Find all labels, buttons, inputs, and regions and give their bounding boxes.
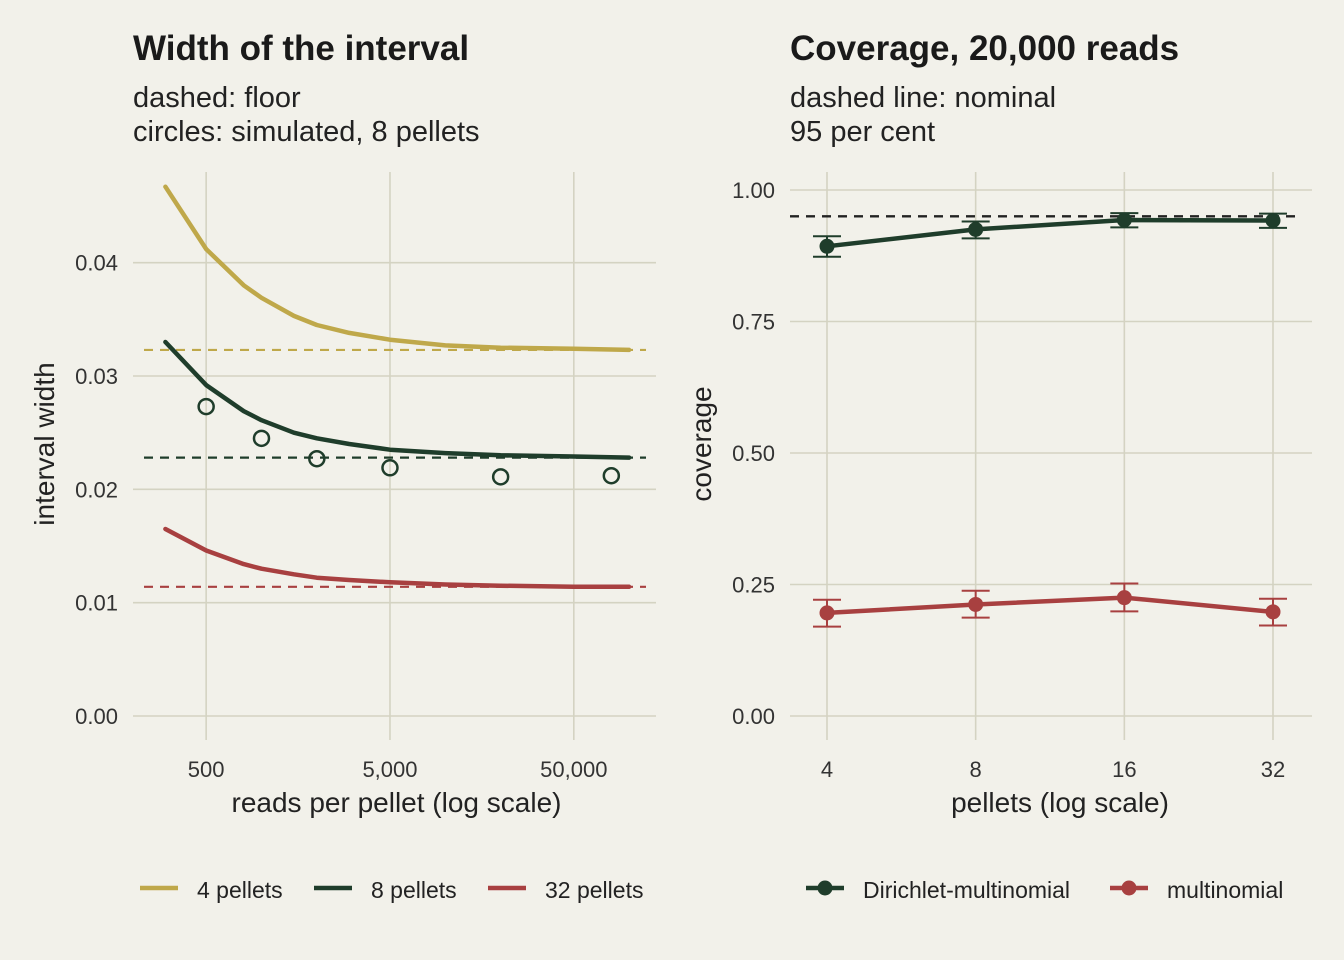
legend-item: 4 pellets [140, 877, 283, 903]
legend-item: Dirichlet-multinomial [806, 877, 1070, 903]
legend-label: Dirichlet-multinomial [863, 877, 1070, 903]
legend-item: 8 pellets [314, 877, 457, 903]
series-line [826, 217, 1274, 249]
data-point [968, 221, 984, 237]
y-tick-label: 0.75 [732, 310, 775, 335]
data-point [819, 238, 835, 254]
y-axis-label: coverage [686, 386, 717, 501]
series-line [163, 339, 632, 460]
data-point [1265, 213, 1281, 229]
y-tick-label: 0.01 [75, 591, 118, 616]
x-tick-label: 5,000 [362, 757, 417, 782]
panel-coverage: Coverage, 20,000 reads dashed line: nomin… [686, 29, 1312, 903]
y-tick-label: 0.02 [75, 477, 118, 502]
data-point [819, 605, 835, 621]
y-tick-label: 0.50 [732, 441, 775, 466]
series-line [163, 184, 632, 353]
panel-subtitle: circles: simulated, 8 pellets [133, 116, 480, 148]
simulated-point [381, 459, 399, 477]
legend-label: multinomial [1167, 877, 1283, 903]
y-tick-label: 0.00 [732, 704, 775, 729]
data-point [1265, 604, 1281, 620]
data-point [1116, 590, 1132, 606]
x-tick-label: 4 [821, 757, 833, 782]
legend-marker [1121, 880, 1137, 896]
x-axis-label: reads per pellet (log scale) [232, 787, 562, 818]
simulated-point [602, 466, 621, 485]
y-tick-label: 1.00 [732, 178, 775, 203]
series-line [163, 526, 632, 590]
x-axis-label: pellets (log scale) [951, 787, 1169, 818]
x-tick-label: 500 [188, 757, 225, 782]
y-tick-label: 0.03 [75, 364, 118, 389]
y-axis-label: interval width [29, 362, 60, 525]
legend-label: 4 pellets [197, 877, 283, 903]
x-tick-label: 16 [1112, 757, 1136, 782]
x-tick-label: 8 [970, 757, 982, 782]
panel-title: Coverage, 20,000 reads [790, 29, 1179, 68]
data-point [968, 596, 984, 612]
y-tick-label: 0.04 [75, 251, 118, 276]
legend-item: multinomial [1110, 877, 1283, 903]
panel-title: Width of the interval [133, 29, 469, 68]
panel-subtitle: 95 per cent [790, 116, 935, 148]
y-tick-label: 0.00 [75, 704, 118, 729]
panel-width: Width of the interval dashed: floorcircle… [29, 29, 656, 903]
x-tick-label: 50,000 [540, 757, 607, 782]
simulated-point [308, 449, 326, 468]
simulated-point [197, 397, 215, 416]
legend-label: 32 pellets [545, 877, 643, 903]
panel-subtitle: dashed line: nominal [790, 82, 1056, 114]
panel-subtitle: dashed: floor [133, 82, 301, 114]
legend-label: 8 pellets [371, 877, 457, 903]
series-line [826, 595, 1274, 616]
y-tick-label: 0.25 [732, 573, 775, 598]
simulated-point [252, 429, 271, 448]
simulated-point [491, 468, 510, 486]
data-point [1116, 212, 1132, 228]
legend-item: 32 pellets [488, 877, 643, 903]
x-tick-label: 32 [1261, 757, 1285, 782]
legend-marker [817, 880, 833, 896]
